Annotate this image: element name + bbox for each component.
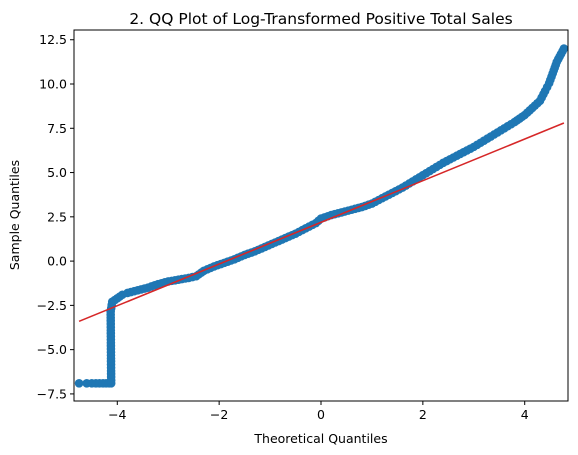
y-tick-label: −7.5 bbox=[37, 386, 67, 401]
x-axis: −4 −2 0 2 4 bbox=[108, 401, 529, 422]
data-point bbox=[74, 378, 84, 388]
y-tick-label: −2.5 bbox=[37, 298, 67, 313]
x-tick-label: 4 bbox=[521, 407, 529, 422]
data-point bbox=[559, 44, 569, 53]
y-axis: −7.5 −5.0 −2.5 0.0 2.5 5.0 7.5 10.0 12.5 bbox=[37, 32, 74, 401]
scatter-series bbox=[74, 44, 569, 388]
x-tick-label: 2 bbox=[419, 407, 427, 422]
y-tick-label: 2.5 bbox=[47, 209, 67, 224]
y-tick-label: 5.0 bbox=[47, 165, 67, 180]
y-tick-label: 0.0 bbox=[47, 254, 67, 269]
x-tick-label: −2 bbox=[210, 407, 228, 422]
y-axis-label: Sample Quantiles bbox=[7, 160, 22, 270]
y-tick-label: 10.0 bbox=[39, 77, 67, 92]
reference-line bbox=[78, 122, 565, 323]
plot-area bbox=[74, 44, 569, 388]
x-tick-label: 0 bbox=[317, 407, 325, 422]
y-tick-label: 7.5 bbox=[47, 121, 67, 136]
y-tick-label: −5.0 bbox=[37, 342, 67, 357]
chart-title: 2. QQ Plot of Log-Transformed Positive T… bbox=[129, 10, 512, 28]
x-tick-label: −4 bbox=[108, 407, 126, 422]
y-tick-label: 12.5 bbox=[39, 32, 67, 47]
x-axis-label: Theoretical Quantiles bbox=[253, 431, 387, 446]
